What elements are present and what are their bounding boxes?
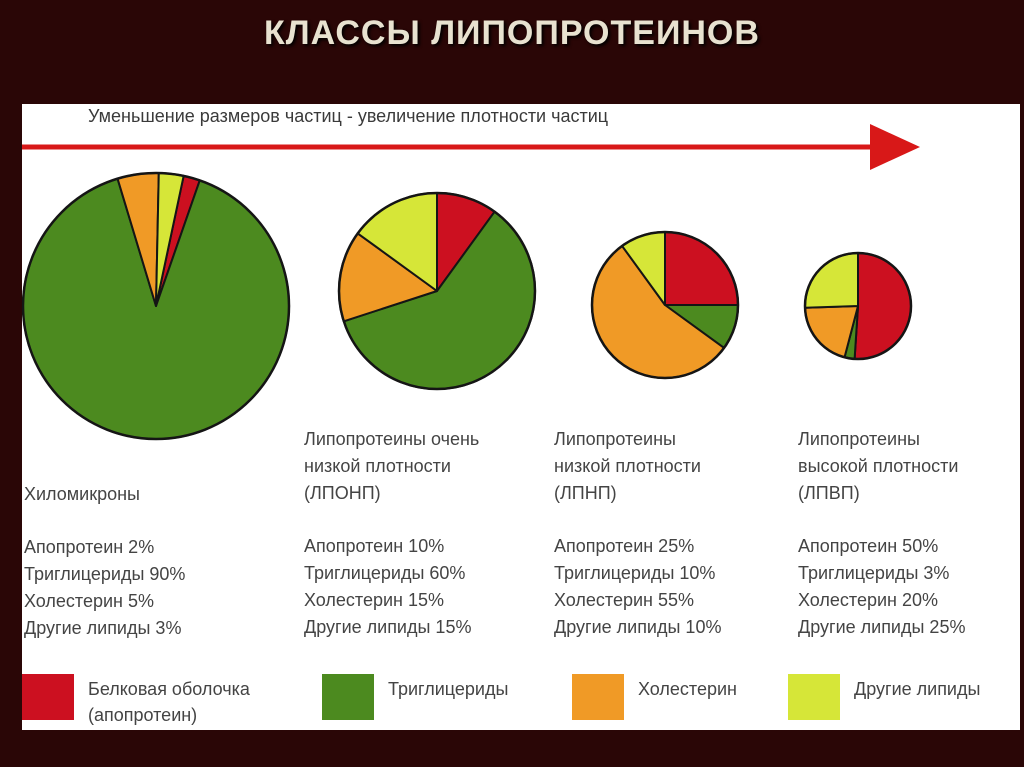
pie-outline [337, 191, 537, 391]
composition-line: Триглицериды 3% [798, 563, 950, 583]
class-block-vldl: Липопротеины очень низкой плотности (ЛПО… [304, 426, 479, 641]
pie-hdl [803, 251, 913, 361]
composition-line: Холестерин 55% [554, 590, 695, 610]
composition-line: Другие липиды 15% [304, 617, 472, 637]
class-name: Липопротеины очень низкой плотности (ЛПО… [304, 429, 480, 503]
class-block-hdl: Липопротеины высокой плотности (ЛПВП) Ап… [798, 426, 965, 641]
pie-slice-apoprotein [853, 252, 912, 360]
pie-outline [803, 251, 913, 361]
diagram-panel: Уменьшение размеров частиц - увеличение … [22, 104, 1020, 730]
composition-line: Триглицериды 10% [554, 563, 716, 583]
legend-label: Белковая оболочка (апопротеин) [88, 679, 250, 725]
legend-swatch [22, 674, 74, 720]
legend-swatch [322, 674, 374, 720]
class-name: Хиломикроны [24, 484, 140, 504]
slide-title: КЛАССЫ ЛИПОПРОТЕИНОВ [264, 14, 760, 52]
legend-swatch [788, 674, 840, 720]
legend-label: Холестерин [638, 679, 737, 699]
composition-line: Апопротеин 50% [798, 536, 939, 556]
legend-label: Триглицериды [388, 679, 509, 699]
pie-chylomicrons [22, 171, 291, 441]
composition-line: Другие липиды 3% [24, 618, 182, 638]
class-name: Липопротеины высокой плотности (ЛПВП) [798, 429, 959, 503]
pie-outline [590, 230, 740, 380]
composition-line: Холестерин 15% [304, 590, 445, 610]
class-block-ldl: Липопротеины низкой плотности (ЛПНП) Апо… [554, 426, 721, 641]
pie-ldl [590, 230, 740, 380]
legend-label: Другие липиды [854, 679, 981, 699]
composition-line: Другие липиды 10% [554, 617, 722, 637]
pies-layer [22, 171, 913, 441]
direction-arrow-head [870, 124, 920, 170]
legend-swatch [572, 674, 624, 720]
class-block-chylomicrons: Хиломикроны Апопротеин 2% Триглицериды 9… [24, 481, 185, 642]
composition-line: Холестерин 20% [798, 590, 939, 610]
composition-line: Холестерин 5% [24, 591, 155, 611]
composition-line: Апопротеин 25% [554, 536, 695, 556]
composition-line: Апопротеин 2% [24, 537, 155, 557]
pie-vldl [337, 191, 537, 391]
composition-line: Триглицериды 60% [304, 563, 466, 583]
class-name: Липопротеины низкой плотности (ЛПНП) [554, 429, 701, 503]
pie-outline [22, 171, 291, 441]
composition-line: Триглицериды 90% [24, 564, 186, 584]
composition-line: Апопротеин 10% [304, 536, 445, 556]
arrow-caption: Уменьшение размеров частиц - увеличение … [88, 106, 609, 126]
composition-line: Другие липиды 25% [798, 617, 966, 637]
pie-charts [22, 124, 920, 441]
